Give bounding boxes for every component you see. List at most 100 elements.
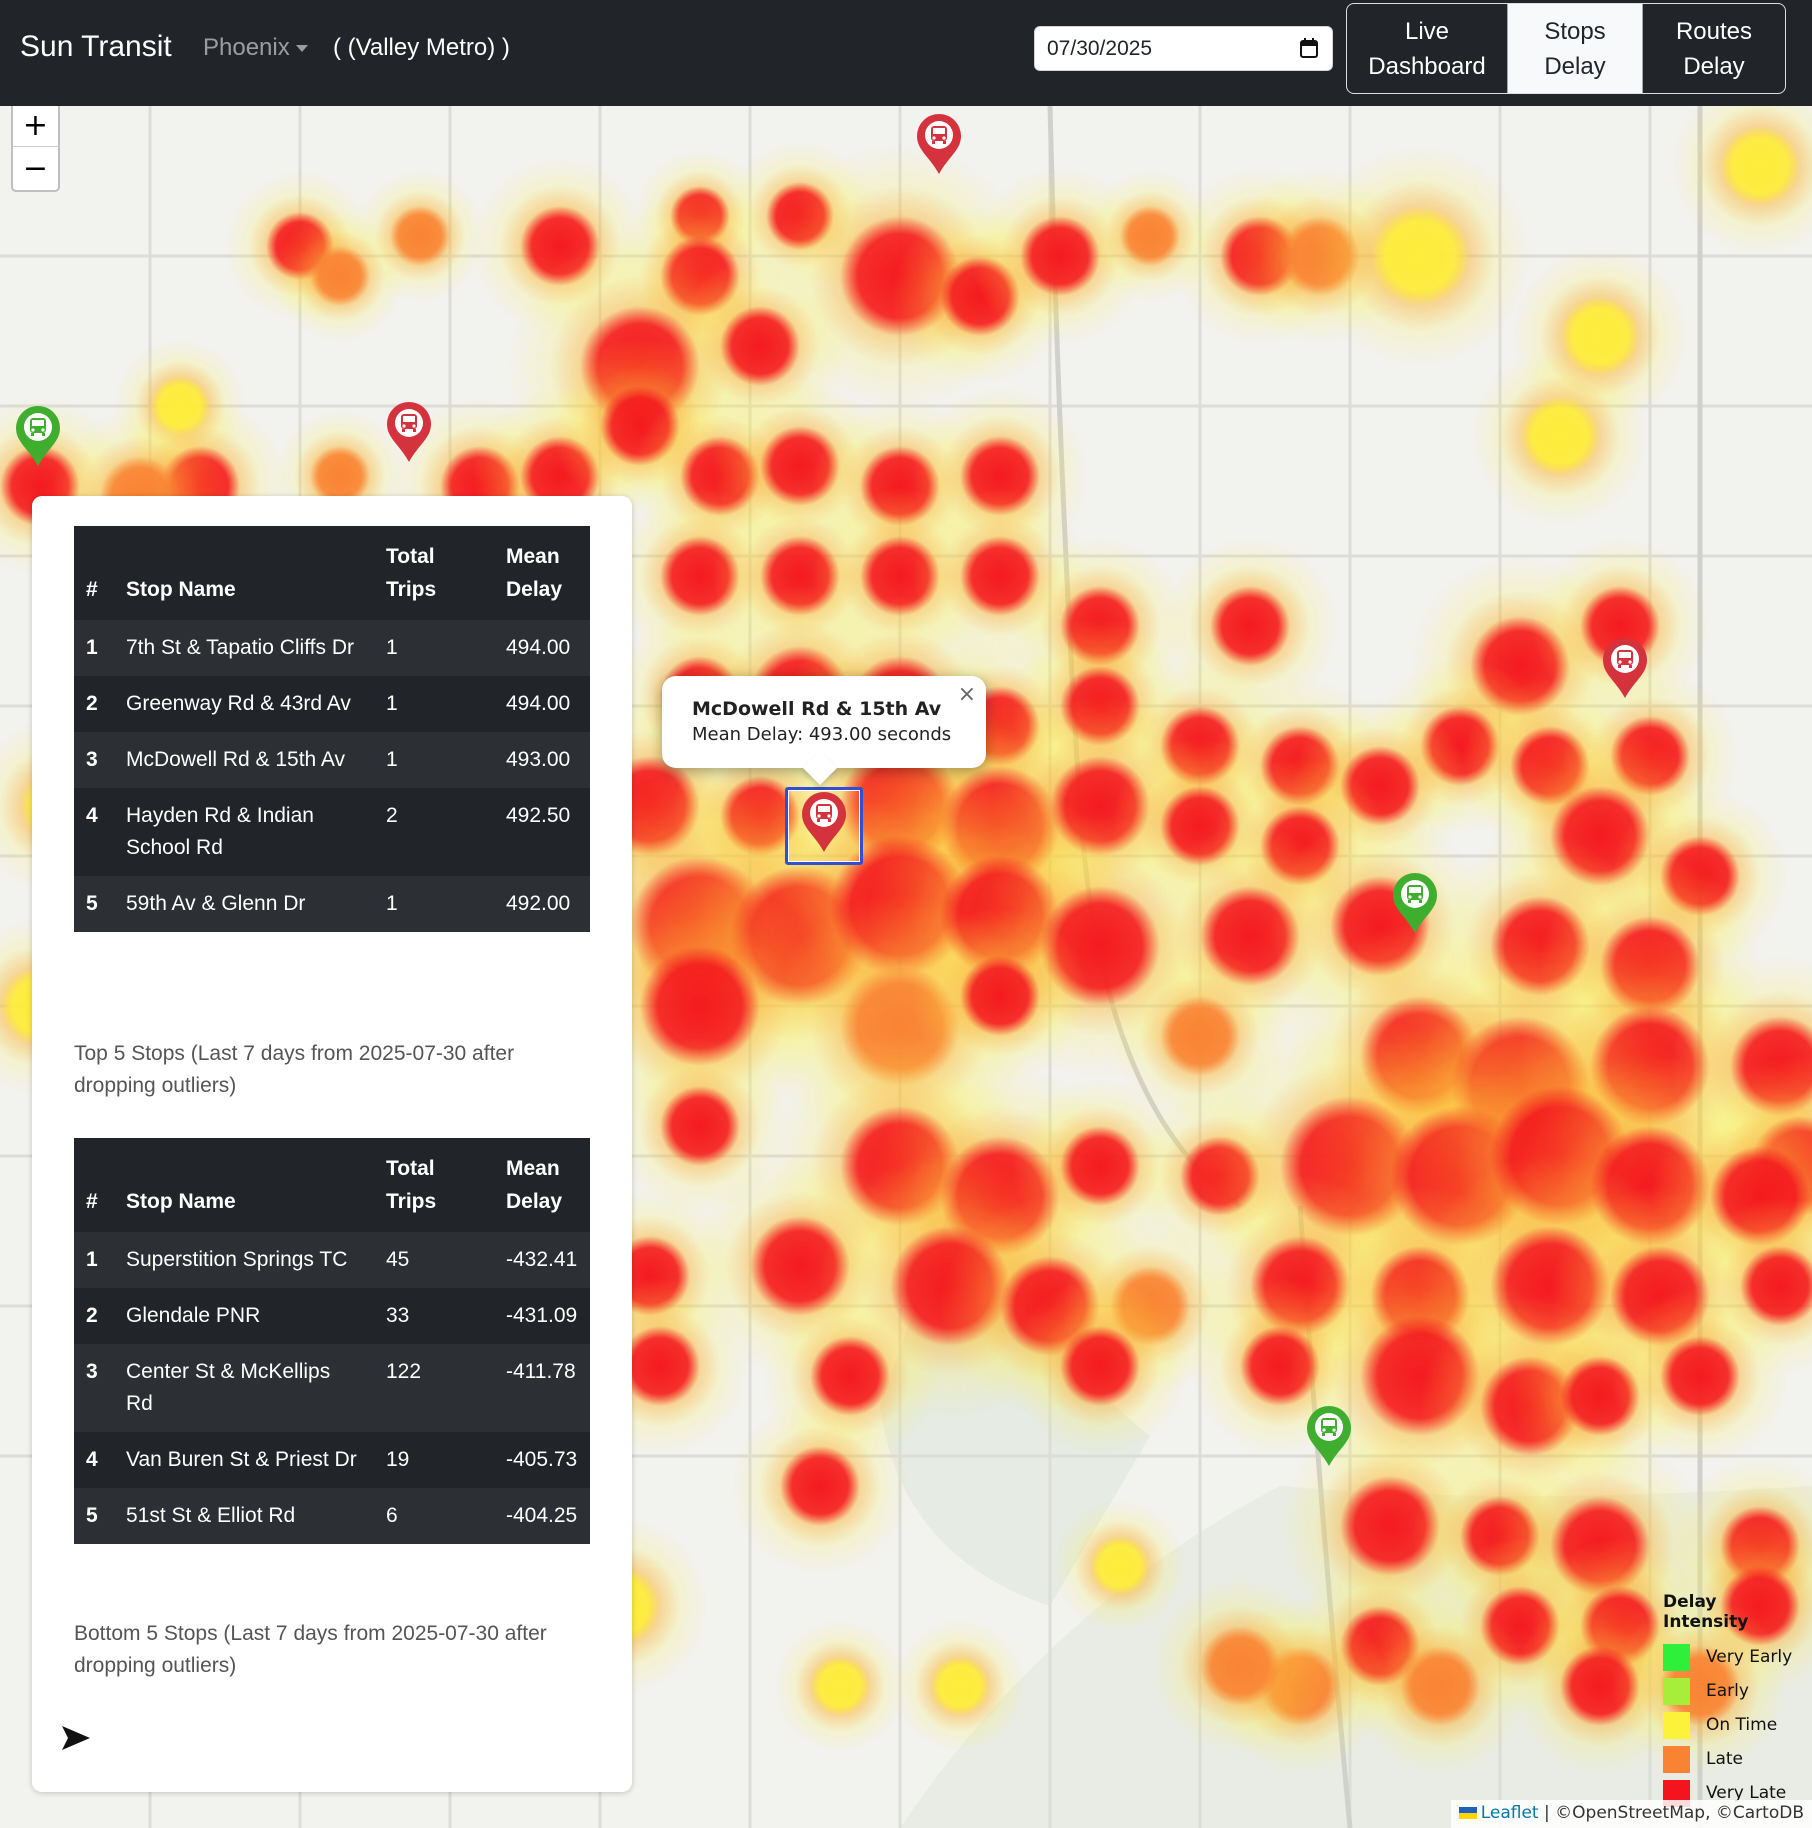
- header-total-trips: Total Trips: [374, 526, 494, 620]
- city-label: Phoenix: [203, 34, 290, 61]
- trips-cell: 1: [374, 876, 494, 932]
- brand-title[interactable]: Sun Transit: [20, 30, 172, 63]
- delay-cell: 492.00: [494, 876, 590, 932]
- table-row: 3 McDowell Rd & 15th Av 1 493.00: [74, 732, 590, 788]
- bus-icon: [802, 792, 846, 852]
- stop-name-cell: Hayden Rd & Indian School Rd: [114, 788, 374, 876]
- zoom-out-button[interactable]: −: [22, 151, 49, 186]
- routes-delay-line2: Delay: [1683, 52, 1745, 80]
- close-icon[interactable]: ×: [957, 682, 976, 707]
- date-value: 07/30/2025: [1047, 37, 1153, 60]
- top-navbar: Sun Transit Phoenix ( (Valley Metro) ) 0…: [0, 0, 1812, 106]
- routes-delay-button[interactable]: Routes Delay: [1642, 4, 1785, 93]
- popup-text: Mean Delay: 493.00 seconds: [692, 724, 952, 745]
- rank-cell: 4: [74, 1432, 114, 1488]
- live-dashboard-line2: Dashboard: [1368, 52, 1486, 80]
- delay-legend: Delay Intensity Very Early Early On Time…: [1663, 1592, 1803, 1810]
- delay-cell: -405.73: [494, 1432, 590, 1488]
- trips-cell: 1: [374, 676, 494, 732]
- trips-cell: 19: [374, 1432, 494, 1488]
- legend-item: Very Early: [1663, 1640, 1803, 1674]
- stop-name-cell: Superstition Springs TC: [114, 1232, 374, 1288]
- trips-cell: 1: [374, 620, 494, 676]
- date-input[interactable]: 07/30/2025: [1034, 26, 1333, 71]
- top-stops-table: # Stop Name Total Trips Mean Delay 1 7th …: [74, 526, 590, 932]
- bus-icon: [1603, 638, 1647, 698]
- table-row: 5 51st St & Elliot Rd 6 -404.25: [74, 1488, 590, 1544]
- delay-cell: 494.00: [494, 620, 590, 676]
- legend-item: On Time: [1663, 1708, 1803, 1742]
- trips-cell: 122: [374, 1344, 494, 1432]
- legend-label: On Time: [1706, 1715, 1778, 1735]
- legend-swatch: [1663, 1643, 1690, 1671]
- bottom-stops-table: # Stop Name Total Trips Mean Delay 1 Supe…: [74, 1138, 590, 1544]
- header-stop-name: Stop Name: [114, 1138, 374, 1232]
- legend-label: Early: [1706, 1681, 1749, 1701]
- late-stop-marker[interactable]: [1601, 636, 1649, 700]
- table-row: 2 Greenway Rd & 43rd Av 1 494.00: [74, 676, 590, 732]
- popup-title: McDowell Rd & 15th Av: [692, 698, 942, 720]
- legend-title: Delay Intensity: [1663, 1592, 1749, 1632]
- legend-label: Very Early: [1706, 1647, 1793, 1667]
- early-stop-marker[interactable]: [14, 404, 62, 468]
- trips-cell: 1: [374, 732, 494, 788]
- table-row: 4 Van Buren St & Priest Dr 19 -405.73: [74, 1432, 590, 1488]
- bus-icon: [387, 402, 431, 462]
- map-attribution: Leaflet | ©OpenStreetMap, ©CartoDB: [1450, 1800, 1812, 1828]
- routes-delay-line1: Routes: [1675, 17, 1753, 45]
- table-row: 1 Superstition Springs TC 45 -432.41: [74, 1232, 590, 1288]
- early-stop-marker[interactable]: [1391, 871, 1439, 935]
- delay-cell: 493.00: [494, 732, 590, 788]
- rank-cell: 2: [74, 1288, 114, 1344]
- header-stop-name: Stop Name: [114, 526, 374, 620]
- legend-item: Late: [1663, 1742, 1803, 1776]
- zoom-in-button[interactable]: +: [13, 106, 58, 147]
- header-rank: #: [74, 1138, 114, 1232]
- view-switch-group: Live Dashboard Stops Delay Routes Delay: [1346, 3, 1786, 94]
- delay-cell: -432.41: [494, 1232, 590, 1288]
- delay-cell: -404.25: [494, 1488, 590, 1544]
- stops-delay-line2: Delay: [1544, 52, 1606, 80]
- stop-name-cell: Greenway Rd & 43rd Av: [114, 676, 374, 732]
- legend-label: Very Late: [1706, 1783, 1787, 1803]
- rank-cell: 3: [74, 732, 114, 788]
- bus-icon: [1307, 1406, 1351, 1466]
- stats-panel: # Stop Name Total Trips Mean Delay 1 7th …: [32, 496, 632, 1792]
- header-mean-delay: Mean Delay: [494, 526, 590, 620]
- table-row: 2 Glendale PNR 33 -431.09: [74, 1288, 590, 1344]
- stop-name-cell: 59th Av & Glenn Dr: [114, 876, 374, 932]
- rank-cell: 5: [74, 876, 114, 932]
- stop-name-cell: Center St & McKellips Rd: [114, 1344, 374, 1432]
- agency-label: ( (Valley Metro) ): [333, 34, 510, 61]
- header-total-trips: Total Trips: [374, 1138, 494, 1232]
- table-row: 3 Center St & McKellips Rd 122 -411.78: [74, 1344, 590, 1432]
- top-table-caption: Top 5 Stops (Last 7 days from 2025-07-30…: [74, 1042, 515, 1097]
- live-dashboard-button[interactable]: Live Dashboard: [1347, 4, 1508, 93]
- stops-delay-line1: Stops: [1544, 17, 1606, 45]
- stop-name-cell: Van Buren St & Priest Dr: [114, 1432, 374, 1488]
- early-stop-marker[interactable]: [1305, 1404, 1353, 1468]
- leaflet-link[interactable]: Leaflet: [1480, 1803, 1539, 1823]
- delay-cell: 492.50: [494, 788, 590, 876]
- trips-cell: 2: [374, 788, 494, 876]
- selected-stop-marker[interactable]: [800, 790, 848, 854]
- bus-icon: [917, 114, 961, 174]
- rank-cell: 2: [74, 676, 114, 732]
- legend-swatch: [1663, 1745, 1690, 1773]
- calendar-icon[interactable]: [1300, 38, 1318, 58]
- late-stop-marker[interactable]: [915, 112, 963, 176]
- city-dropdown[interactable]: Phoenix: [203, 34, 308, 62]
- stops-delay-button[interactable]: Stops Delay: [1508, 4, 1642, 93]
- legend-item: Early: [1663, 1674, 1803, 1708]
- trips-cell: 6: [374, 1488, 494, 1544]
- legend-swatch: [1663, 1711, 1690, 1739]
- live-dashboard-line1: Live: [1404, 17, 1449, 45]
- table-header-row: # Stop Name Total Trips Mean Delay: [74, 526, 590, 620]
- send-arrow-icon[interactable]: [56, 1720, 96, 1756]
- bus-icon: [16, 406, 60, 466]
- delay-cell: 494.00: [494, 676, 590, 732]
- bus-icon: [1393, 873, 1437, 933]
- bottom-table-caption: Bottom 5 Stops (Last 7 days from 2025-07…: [74, 1622, 547, 1677]
- late-stop-marker[interactable]: [385, 400, 433, 464]
- rank-cell: 5: [74, 1488, 114, 1544]
